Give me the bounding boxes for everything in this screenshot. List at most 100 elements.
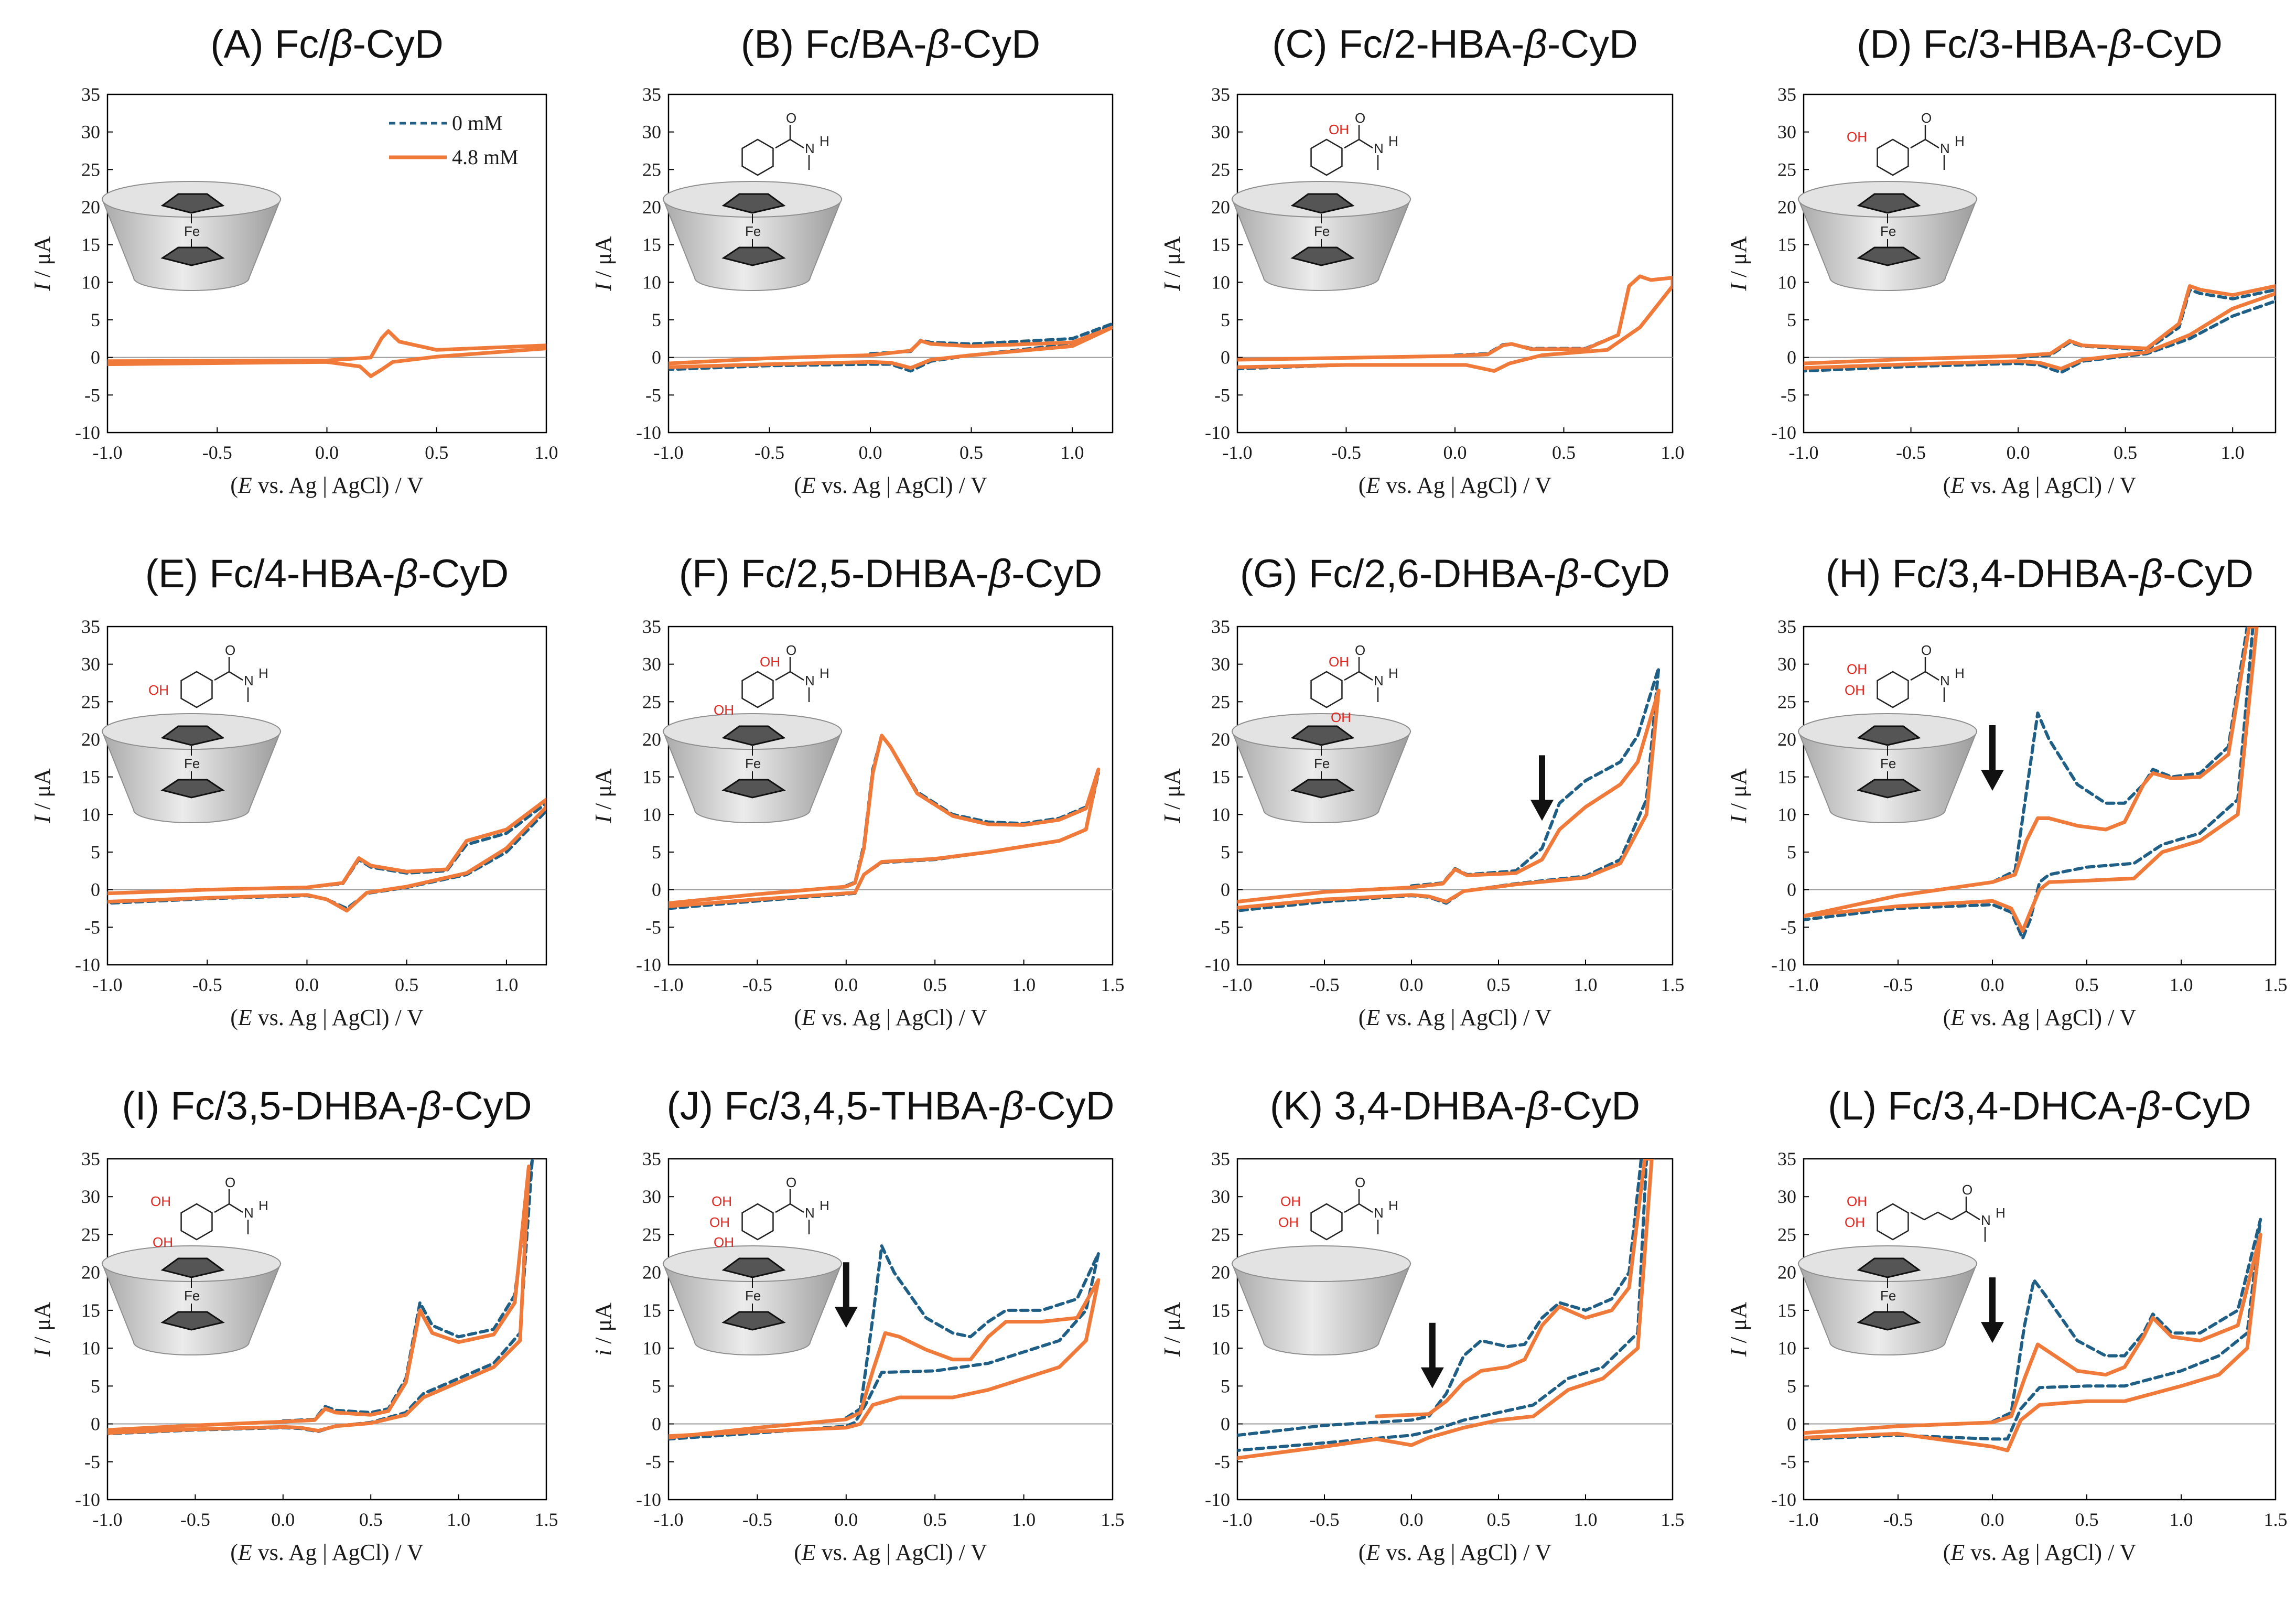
ylabel-var: I (1726, 814, 1751, 824)
title-text: -CyD (1547, 22, 1638, 67)
xlabel-var: E (801, 1005, 816, 1030)
hydrogen-label: H (1996, 1205, 2006, 1221)
y-tick-label: 0 (652, 879, 661, 900)
y-tick-label: 20 (81, 197, 100, 218)
x-tick-label: 0.0 (1400, 974, 1424, 995)
carbonyl-bond (1344, 1203, 1360, 1213)
y-tick-label: -10 (1771, 1489, 1796, 1510)
panel-title: (E) Fc/4-HBA-β-CyD (145, 552, 509, 596)
title-text: (J) Fc/3,4,5-THBA- (666, 1084, 1001, 1128)
x-tick-label: -1.0 (1223, 1509, 1253, 1530)
x-tick-label: 0.0 (2007, 442, 2030, 463)
y-tick-label: 0 (1221, 1414, 1230, 1435)
xlabel-part: vs. Ag | AgCl) / V (1380, 472, 1551, 498)
xlabel-part: vs. Ag | AgCl) / V (252, 1005, 424, 1030)
x-axis-label: (E vs. Ag | AgCl) / V (230, 472, 424, 498)
cyclopentadienyl-ring-icon (721, 193, 786, 214)
ylabel-var: I (29, 1348, 55, 1357)
amide-bond (1925, 138, 1939, 149)
oxygen-label: O (1962, 1182, 1972, 1198)
title-text: -CyD (950, 22, 1040, 67)
xlabel-part: ( (794, 1005, 802, 1030)
y-tick-label: 20 (642, 197, 661, 218)
ylabel-var: I (1159, 282, 1185, 292)
fe-label: Fe (745, 1288, 761, 1304)
y-tick-label: -10 (75, 1489, 100, 1510)
y-tick-label: -10 (636, 1489, 661, 1510)
x-tick-label: -1.0 (93, 1509, 123, 1530)
x-tick-label: -1.0 (1223, 974, 1253, 995)
down-arrow-icon (834, 1307, 858, 1328)
series-4p8mM-line (1804, 284, 2276, 371)
title-text: -CyD (1011, 552, 1102, 596)
y-tick-label: 0 (91, 1414, 100, 1435)
benzene-ring-icon (1310, 671, 1343, 708)
x-tick-label: 0.0 (315, 442, 339, 463)
benzene-ring-icon (180, 1203, 213, 1241)
hydroxyl-label: OH (1847, 1193, 1867, 1209)
x-tick-label: 1.0 (1061, 442, 1084, 463)
y-tick-label: 0 (91, 879, 100, 900)
y-tick-label: -10 (1771, 422, 1796, 443)
amide-bond (790, 138, 804, 149)
y-tick-label: 35 (1777, 84, 1796, 105)
xlabel-part: ( (230, 472, 238, 498)
xlabel-var: E (1365, 1005, 1380, 1030)
x-tick-label: 0.0 (859, 442, 882, 463)
ylabel-var: I (590, 282, 616, 292)
x-tick-label: 0.0 (1400, 1509, 1424, 1530)
y-tick-label: 25 (1777, 691, 1796, 712)
hydrogen-label: H (1955, 665, 1965, 681)
ylabel-var: I (590, 814, 616, 824)
fe-label: Fe (1880, 223, 1896, 239)
y-tick-label: -5 (1781, 384, 1796, 405)
x-axis-label: (E vs. Ag | AgCl) / V (1943, 472, 2137, 498)
down-arrow-icon (1420, 1367, 1444, 1388)
xlabel-part: vs. Ag | AgCl) / V (816, 1540, 987, 1565)
y-tick-label: 30 (1777, 1186, 1796, 1207)
x-tick-label: -1.0 (1223, 442, 1253, 463)
y-tick-label: 0 (1787, 879, 1796, 900)
y-tick-label: 10 (642, 272, 661, 293)
x-tick-label: -1.0 (654, 442, 684, 463)
xlabel-part: ( (1359, 1005, 1366, 1030)
y-tick-label: 10 (81, 804, 100, 825)
x-tick-label: 0.5 (923, 1509, 947, 1530)
carbonyl-bond (775, 671, 791, 681)
series-0mM-line (1804, 627, 2255, 940)
ylabel-var: i (590, 1350, 616, 1356)
x-axis-label: (E vs. Ag | AgCl) / V (1943, 1005, 2137, 1030)
series-4p8mM-line (1237, 274, 1673, 373)
x-tick-label: -0.5 (1896, 442, 1926, 463)
xlabel-part: vs. Ag | AgCl) / V (1965, 1540, 2136, 1565)
y-axis-label: i / μA (590, 1302, 616, 1356)
ylabel-unit: / μA (1159, 768, 1185, 815)
series-4p8mM-line (669, 1278, 1101, 1440)
x-tick-label: 0.5 (425, 442, 448, 463)
y-tick-label: -10 (1205, 954, 1230, 975)
y-tick-label: 0 (1787, 1414, 1796, 1435)
title-beta: β (1000, 1084, 1023, 1128)
title-text: (D) Fc/3-HBA- (1857, 22, 2109, 67)
x-tick-label: -1.0 (93, 974, 123, 995)
ylabel-var: I (1159, 814, 1185, 824)
oxygen-label: O (786, 110, 796, 126)
y-tick-label: 30 (81, 1186, 100, 1207)
title-text: (C) Fc/2-HBA- (1272, 22, 1524, 67)
xlabel-var: E (1950, 472, 1965, 498)
y-axis-label: I / μA (1726, 236, 1751, 291)
hydroxyl-label: OH (714, 1234, 734, 1250)
oxygen-label: O (1355, 1175, 1365, 1190)
panel-title: (L) Fc/3,4-DHCA-β-CyD (1828, 1084, 2251, 1128)
title-text: (B) Fc/BA- (741, 22, 927, 67)
xlabel-var: E (1365, 472, 1380, 498)
y-tick-label: 5 (652, 309, 661, 330)
y-tick-label: 10 (642, 804, 661, 825)
y-tick-label: 20 (1211, 197, 1230, 218)
nitrogen-label: N (805, 1205, 815, 1221)
x-tick-label: 0.5 (1487, 1509, 1511, 1530)
y-tick-label: 20 (81, 1262, 100, 1283)
ylabel-var: I (1726, 282, 1751, 292)
xlabel-var: E (238, 1540, 252, 1565)
xlabel-var: E (801, 472, 816, 498)
